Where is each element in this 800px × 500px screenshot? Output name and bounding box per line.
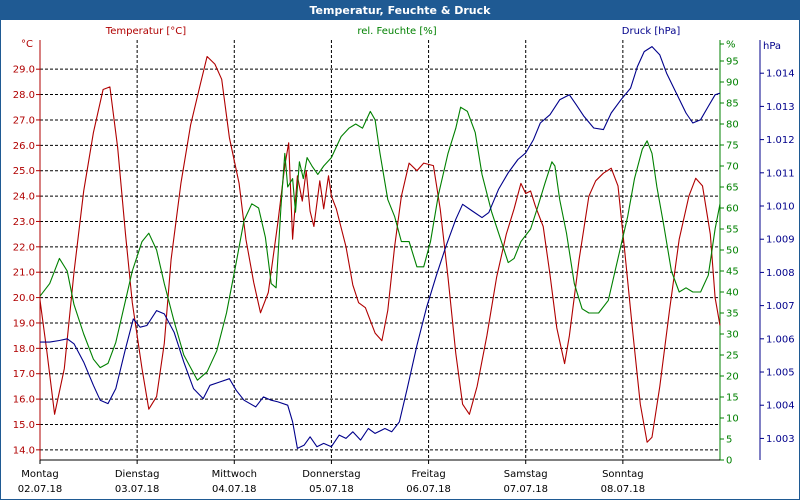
humidity-tick-label: 10 <box>726 414 739 425</box>
humidity-tick-label: 0 <box>726 456 732 467</box>
pressure-tick-label: 1.007 <box>766 301 795 312</box>
humidity-tick-label: 20 <box>726 372 739 383</box>
axes-frame <box>39 40 761 461</box>
temp-tick-label: 23.0 <box>13 217 35 228</box>
x-date-label: 06.07.18 <box>406 484 451 495</box>
temp-tick-label: 26.0 <box>13 141 35 152</box>
humidity-tick-label: 55 <box>726 225 739 236</box>
x-day-label: Freitag <box>411 469 445 480</box>
humidity-axis-ticks: 0 5 10 15 20 25 30 35 40 45 50 55 60 65 70 75 80 85 90 95% <box>720 40 739 467</box>
pressure-tick-label: 1.010 <box>766 202 795 213</box>
humidity-tick-label: 65 <box>726 183 739 194</box>
humidity-tick-label: 80 <box>726 120 739 131</box>
humidity-tick-label: % <box>726 40 736 51</box>
x-date-label: 02.07.18 <box>18 484 63 495</box>
temp-tick-label: 17.0 <box>13 369 35 380</box>
x-day-label: Montag <box>21 469 58 480</box>
humidity-tick-label: 60 <box>726 204 739 215</box>
x-date-label: 08.07.18 <box>601 484 646 495</box>
humidity-tick-label: 30 <box>726 330 739 341</box>
humidity-legend-label: rel. Feuchte [%] <box>357 26 436 37</box>
humidity-tick-label: 35 <box>726 309 739 320</box>
temp-tick-label: 21.0 <box>13 268 35 279</box>
temp-tick-label: 16.0 <box>13 395 35 406</box>
humidity-tick-label: 50 <box>726 246 739 257</box>
x-date-label: 05.07.18 <box>309 484 354 495</box>
x-axis-labels: Montag 02.07.18 Dienstag 03.07.18 Mittwoch 04… <box>18 460 645 495</box>
temp-unit-label: °C <box>21 39 33 50</box>
x-day-label: Mittwoch <box>212 469 257 480</box>
pressure-unit-label: hPa <box>763 41 781 52</box>
temp-tick-label: 20.0 <box>13 293 35 304</box>
x-day-label: Sonntag <box>602 469 644 480</box>
temp-tick-label: 15.0 <box>13 420 35 431</box>
pressure-tick-label: 1.009 <box>766 235 795 246</box>
temp-tick-label: 29.0 <box>13 65 35 76</box>
temp-legend-label: Temperatur [°C] <box>105 26 186 37</box>
x-day-label: Donnerstag <box>302 469 360 480</box>
humidity-tick-label: 40 <box>726 288 739 299</box>
humidity-tick-label: 25 <box>726 351 739 362</box>
temp-axis-ticks: 14.0 15.0 16.0 17.0 18.0 19.0 20.0 21.0 22.0 23.0… <box>13 65 40 456</box>
temperature-series-line <box>39 55 721 443</box>
humidity-tick-label: 90 <box>726 78 739 89</box>
pressure-tick-label: 1.004 <box>766 401 795 412</box>
humidity-series-line <box>39 106 721 381</box>
pressure-axis-ticks: 1.003 1.004 1.005 1.006 1.007 1.008 1.009 1.010… <box>760 69 795 445</box>
x-date-label: 04.07.18 <box>212 484 257 495</box>
series-lines <box>39 46 721 449</box>
pressure-tick-label: 1.005 <box>766 368 795 379</box>
window-title: Temperatur, Feuchte & Druck <box>1 1 799 20</box>
temp-tick-label: 14.0 <box>13 445 35 456</box>
humidity-tick-label: 75 <box>726 141 739 152</box>
humidity-tick-label: 85 <box>726 99 739 110</box>
temp-tick-label: 25.0 <box>13 166 35 177</box>
temp-tick-label: 24.0 <box>13 192 35 203</box>
x-date-label: 07.07.18 <box>503 484 548 495</box>
pressure-tick-label: 1.013 <box>766 102 795 113</box>
grid-lines <box>40 40 720 460</box>
x-date-label: 03.07.18 <box>115 484 160 495</box>
temp-tick-label: 27.0 <box>13 115 35 126</box>
x-day-label: Samstag <box>504 469 548 480</box>
pressure-tick-label: 1.003 <box>766 434 795 445</box>
pressure-tick-label: 1.011 <box>766 168 795 179</box>
temp-tick-label: 22.0 <box>13 242 35 253</box>
humidity-tick-label: 15 <box>726 393 739 404</box>
temp-tick-label: 19.0 <box>13 318 35 329</box>
temp-tick-label: 18.0 <box>13 344 35 355</box>
humidity-tick-label: 45 <box>726 267 739 278</box>
humidity-tick-label: 95 <box>726 57 739 68</box>
humidity-tick-label: 5 <box>726 435 732 446</box>
pressure-series-line <box>40 46 721 449</box>
x-day-label: Dienstag <box>115 469 160 480</box>
pressure-tick-label: 1.006 <box>766 334 795 345</box>
pressure-tick-label: 1.012 <box>766 135 795 146</box>
temp-tick-label: 28.0 <box>13 90 35 101</box>
pressure-tick-label: 1.008 <box>766 268 795 279</box>
pressure-legend-label: Druck [hPa] <box>622 26 681 37</box>
pressure-tick-label: 1.014 <box>766 69 795 80</box>
humidity-tick-label: 70 <box>726 162 739 173</box>
